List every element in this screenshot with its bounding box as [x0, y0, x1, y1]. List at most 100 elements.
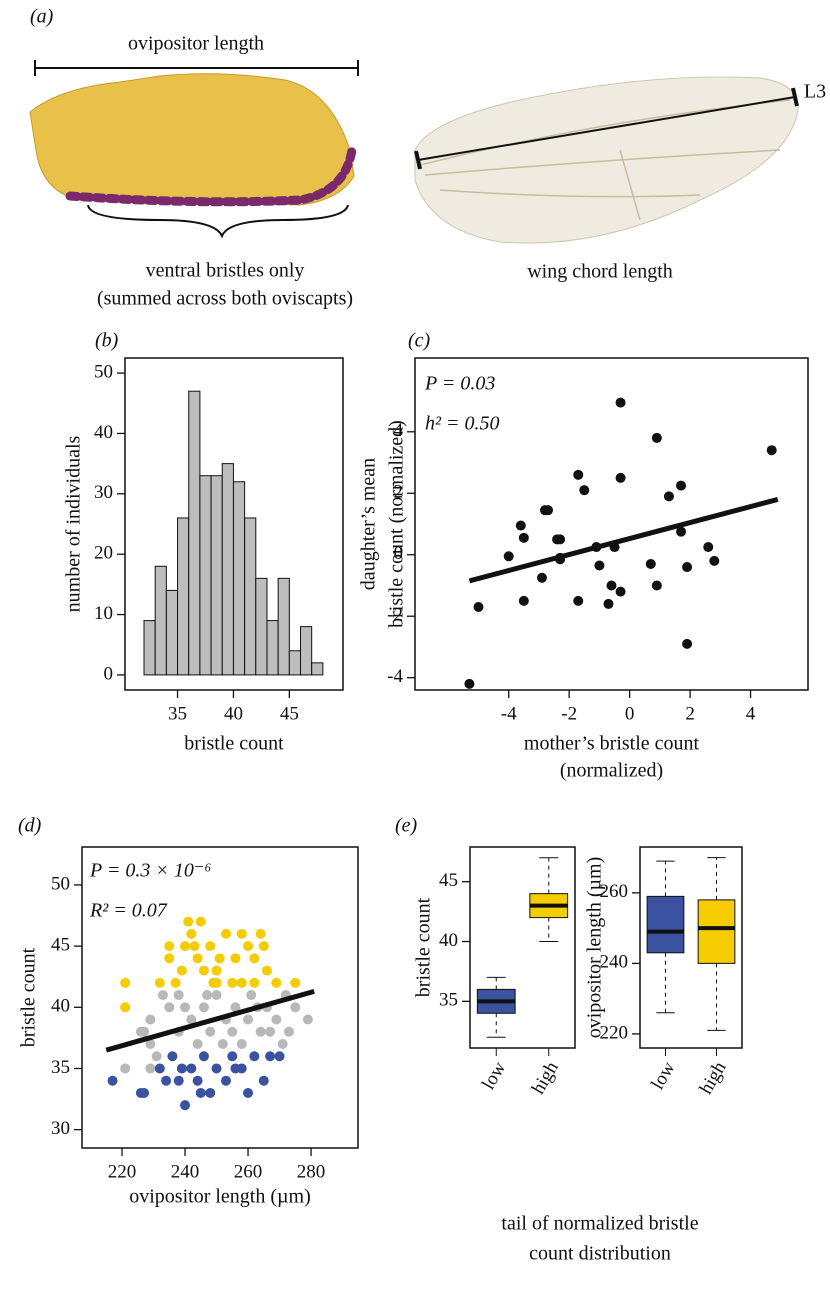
point [255, 928, 266, 939]
point [230, 1002, 241, 1013]
point [107, 1075, 118, 1086]
point [230, 1063, 241, 1074]
point [290, 1002, 301, 1013]
fit-line [468, 496, 779, 584]
y-tick-label: 2 [394, 482, 404, 503]
x-axis-label: tail of normalized bristle [501, 1213, 698, 1235]
point [198, 1002, 209, 1013]
annotation: P = 0.03 [424, 373, 495, 395]
annotation: R² = 0.07 [89, 900, 168, 922]
point [227, 1026, 238, 1037]
point [274, 1051, 285, 1062]
y-tick-label: 35 [51, 1057, 70, 1078]
y-tick-label: 220 [600, 1022, 629, 1043]
point [258, 1075, 269, 1086]
y-tick-label: 20 [94, 543, 113, 564]
x-tick-label: low [647, 1058, 680, 1093]
point [198, 965, 209, 976]
point [220, 1075, 231, 1086]
point [615, 397, 626, 408]
point [543, 505, 554, 516]
point [271, 1014, 282, 1025]
point [217, 1038, 228, 1049]
y-tick-label: 40 [439, 930, 458, 951]
point [167, 1051, 178, 1062]
plot-frame [639, 846, 743, 1049]
bar [188, 390, 201, 676]
point [676, 526, 687, 537]
point [211, 990, 222, 1001]
point [271, 977, 282, 988]
point [645, 558, 656, 569]
point [120, 1063, 131, 1074]
x-tick-label: -4 [501, 703, 517, 724]
bar [244, 517, 257, 676]
point [192, 953, 203, 964]
y-axis-label: ovipositor length (µm) [584, 857, 606, 1039]
bar [165, 589, 179, 676]
panel-label: (c) [408, 330, 431, 352]
point [766, 445, 777, 456]
panel-label: (a) [30, 6, 54, 28]
x-tick-label: 280 [297, 1161, 326, 1182]
point [473, 602, 484, 612]
bar [143, 620, 156, 676]
y-axis-label: number of individuals [63, 435, 85, 612]
point [202, 990, 213, 1001]
point [145, 1038, 156, 1049]
x-axis-label: ovipositor length (µm) [129, 1186, 311, 1208]
point [205, 941, 216, 952]
point [145, 1014, 156, 1025]
fit-line [105, 988, 315, 1053]
y-tick-label: 240 [600, 952, 629, 973]
point [573, 469, 584, 480]
point [164, 941, 175, 952]
x-tick-label: 35 [168, 703, 187, 724]
point [180, 1002, 191, 1013]
x-tick-label: 2 [685, 703, 695, 724]
point [211, 977, 222, 988]
point [230, 953, 241, 964]
point [594, 560, 605, 571]
point [154, 1063, 165, 1074]
point [214, 953, 225, 964]
y-axis-label: daughter’s mean [358, 458, 380, 590]
y-tick-label: 10 [94, 603, 113, 624]
point [464, 678, 475, 689]
panel-label: (d) [18, 815, 42, 837]
x-tick-label: 40 [224, 703, 243, 724]
point [180, 1100, 191, 1111]
x-tick-label: 4 [746, 703, 756, 724]
point [220, 928, 231, 939]
point [164, 953, 175, 964]
point [135, 1026, 146, 1037]
point [555, 534, 566, 545]
bar [221, 463, 234, 676]
point [663, 491, 674, 502]
point [186, 1063, 197, 1074]
point [173, 990, 184, 1001]
bar [311, 662, 324, 676]
point [192, 1075, 203, 1086]
point [164, 1002, 175, 1013]
y-tick-label: -2 [387, 605, 403, 626]
point [186, 928, 197, 939]
bristle-label: ventral bristles only [146, 260, 305, 282]
bristle-label: (summed across both oviscapts) [97, 288, 353, 310]
point [205, 1026, 216, 1037]
point [606, 580, 617, 591]
plot-frame [414, 357, 809, 691]
x-tick-label: 260 [234, 1161, 263, 1182]
bar [232, 481, 246, 676]
y-tick-label: 50 [51, 873, 70, 894]
point [243, 1014, 254, 1025]
point [120, 1002, 131, 1013]
point [189, 941, 200, 952]
plot-frame [81, 846, 359, 1149]
x-tick-label: high [696, 1058, 731, 1098]
chord-line [414, 87, 799, 170]
y-tick-label: 45 [51, 934, 70, 955]
point [246, 990, 257, 1001]
wing-label: wing chord length [527, 261, 673, 283]
